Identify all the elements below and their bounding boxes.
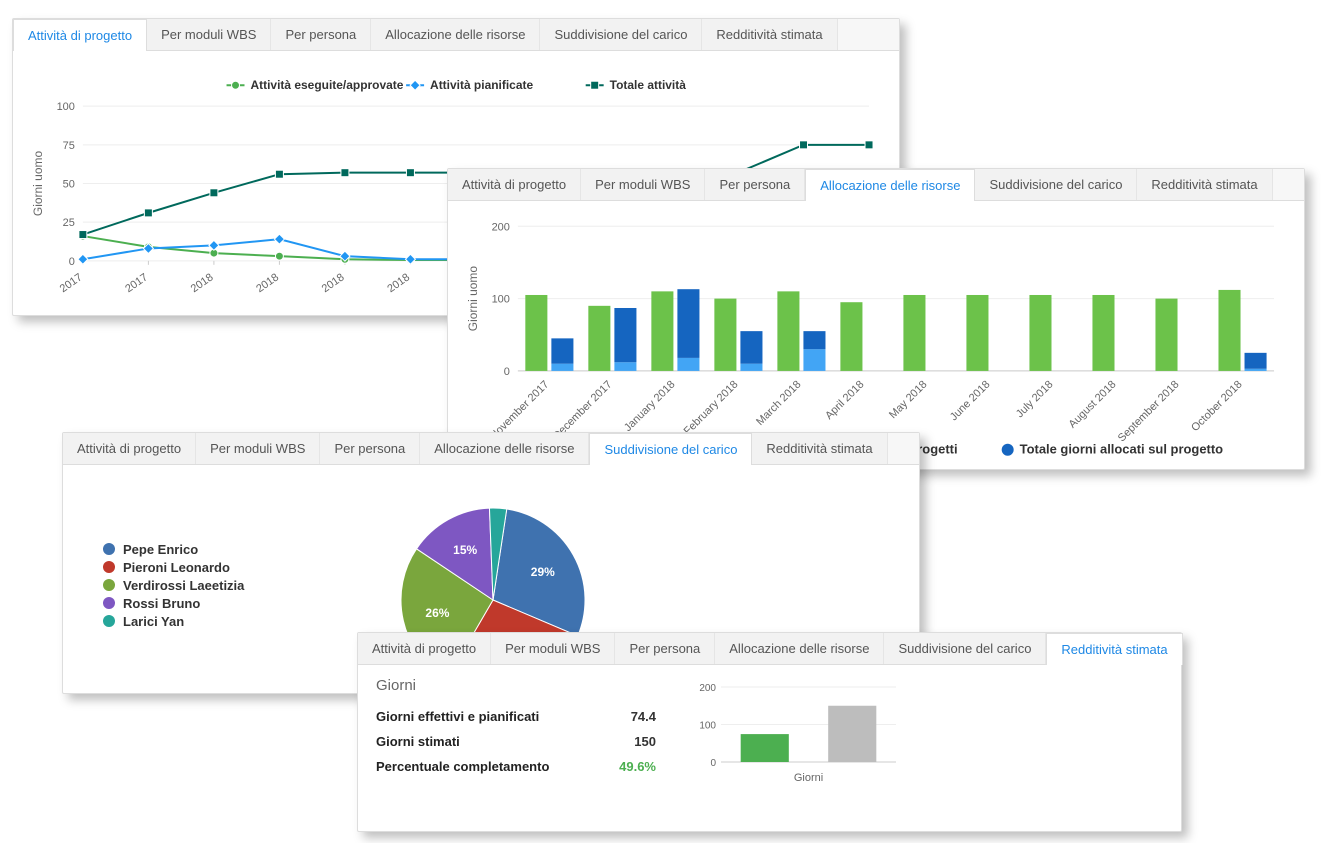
pie-legend-item: Larici Yan	[103, 614, 343, 629]
legend-swatch	[103, 615, 115, 627]
svg-text:Attività pianificate: Attività pianificate	[430, 78, 533, 92]
svg-text:Totale attività: Totale attività	[610, 78, 687, 92]
stat-row: Giorni effettivi e pianificati 74.4	[376, 704, 656, 729]
svg-text:2017: 2017	[58, 271, 85, 295]
svg-text:26%: 26%	[425, 606, 449, 620]
tab-per-moduli-wbs[interactable]: Per moduli WBS	[581, 169, 705, 200]
tab-allocazione-risorse[interactable]: Allocazione delle risorse	[805, 169, 975, 201]
tab-suddivisione-carico[interactable]: Suddivisione del carico	[884, 633, 1046, 664]
legend-swatch	[103, 579, 115, 591]
svg-text:2018: 2018	[189, 271, 216, 295]
svg-text:April 2018: April 2018	[823, 379, 866, 422]
tab-attivita-progetto[interactable]: Attività di progetto	[63, 433, 196, 464]
panel-allocazione-risorse: Attività di progetto Per moduli WBS Per …	[447, 168, 1305, 470]
svg-text:200: 200	[492, 221, 510, 233]
tab-attivita-progetto[interactable]: Attività di progetto	[13, 19, 147, 51]
legend-swatch	[103, 543, 115, 555]
svg-text:75: 75	[63, 140, 75, 152]
svg-text:Attività eseguite/approvate: Attività eseguite/approvate	[250, 78, 403, 92]
svg-text:0: 0	[710, 758, 716, 769]
tabs-panel1: Attività di progetto Per moduli WBS Per …	[13, 19, 899, 51]
svg-text:0: 0	[504, 366, 510, 378]
svg-text:200: 200	[699, 683, 716, 694]
tabs-panel4: Attività di progetto Per moduli WBS Per …	[358, 633, 1181, 665]
svg-text:January 2018: January 2018	[622, 379, 677, 434]
tab-suddivisione-carico[interactable]: Suddivisione del carico	[540, 19, 702, 50]
pie-legend-item: Pieroni Leonardo	[103, 560, 343, 575]
legend-label: Pieroni Leonardo	[123, 560, 230, 575]
tab-allocazione-risorse[interactable]: Allocazione delle risorse	[371, 19, 540, 50]
svg-text:June 2018: June 2018	[948, 379, 993, 424]
tabs-panel3: Attività di progetto Per moduli WBS Per …	[63, 433, 919, 465]
svg-text:May 2018: May 2018	[887, 379, 930, 422]
legend-swatch	[103, 597, 115, 609]
tab-per-persona[interactable]: Per persona	[320, 433, 420, 464]
tab-suddivisione-carico[interactable]: Suddivisione del carico	[975, 169, 1137, 200]
pie-legend: Pepe Enrico Pieroni Leonardo Verdirossi La…	[83, 539, 343, 632]
stats-redditivita: Giorni Giorni effettivi e pianificati 74.…	[358, 665, 1181, 799]
svg-text:29%: 29%	[531, 565, 555, 579]
tab-attivita-progetto[interactable]: Attività di progetto	[448, 169, 581, 200]
svg-text:2018: 2018	[254, 271, 281, 295]
legend-label: Rossi Bruno	[123, 596, 200, 611]
legend-label: Larici Yan	[123, 614, 184, 629]
svg-text:2018: 2018	[385, 271, 412, 295]
svg-text:Giorni uomo: Giorni uomo	[31, 151, 45, 217]
svg-text:2018: 2018	[320, 271, 347, 295]
svg-text:March 2018: March 2018	[754, 379, 803, 428]
tab-per-moduli-wbs[interactable]: Per moduli WBS	[147, 19, 271, 50]
stat-value: 49.6%	[619, 759, 656, 774]
bar-chart: 0100200Giorni uomoNovember 2017December …	[463, 211, 1289, 466]
tab-allocazione-risorse[interactable]: Allocazione delle risorse	[715, 633, 884, 664]
section-title: Giorni	[376, 677, 656, 694]
tab-per-persona[interactable]: Per persona	[705, 169, 805, 200]
stat-value: 150	[634, 734, 656, 749]
svg-text:50: 50	[63, 178, 75, 190]
svg-text:September 2018: September 2018	[1116, 379, 1182, 445]
svg-text:February 2018: February 2018	[682, 379, 741, 438]
svg-text:100: 100	[492, 294, 510, 306]
svg-text:2017: 2017	[123, 271, 150, 295]
pie-legend-item: Verdirossi Laeetizia	[103, 578, 343, 593]
svg-text:25: 25	[63, 217, 75, 229]
svg-text:August 2018: August 2018	[1067, 379, 1119, 431]
svg-text:October 2018: October 2018	[1189, 379, 1244, 434]
tab-per-moduli-wbs[interactable]: Per moduli WBS	[196, 433, 320, 464]
svg-text:Giorni uomo: Giorni uomo	[466, 266, 480, 332]
tab-redditivita-stimata[interactable]: Redditività stimata	[1046, 633, 1182, 665]
stat-label: Percentuale completamento	[376, 759, 549, 774]
svg-text:Totale giorni allocati sul pro: Totale giorni allocati sul progetto	[1020, 442, 1224, 457]
svg-text:15%: 15%	[453, 543, 477, 557]
tab-allocazione-risorse[interactable]: Allocazione delle risorse	[420, 433, 589, 464]
tab-attivita-progetto[interactable]: Attività di progetto	[358, 633, 491, 664]
svg-text:Giorni: Giorni	[794, 772, 823, 784]
svg-text:100: 100	[699, 721, 716, 732]
legend-label: Pepe Enrico	[123, 542, 198, 557]
stat-row: Percentuale completamento 49.6%	[376, 754, 656, 779]
tab-suddivisione-carico[interactable]: Suddivisione del carico	[589, 433, 752, 465]
panel-redditivita-stimata: Attività di progetto Per moduli WBS Per …	[357, 632, 1182, 832]
pie-legend-item: Rossi Bruno	[103, 596, 343, 611]
tab-redditivita-stimata[interactable]: Redditività stimata	[752, 433, 887, 464]
stat-value: 74.4	[631, 709, 656, 724]
tab-redditivita-stimata[interactable]: Redditività stimata	[1137, 169, 1272, 200]
tabs-panel2: Attività di progetto Per moduli WBS Per …	[448, 169, 1304, 201]
stat-label: Giorni effettivi e pianificati	[376, 709, 539, 724]
tab-redditivita-stimata[interactable]: Redditività stimata	[702, 19, 837, 50]
pie-legend-item: Pepe Enrico	[103, 542, 343, 557]
legend-swatch	[103, 561, 115, 573]
stat-label: Giorni stimati	[376, 734, 460, 749]
tab-per-persona[interactable]: Per persona	[615, 633, 715, 664]
svg-text:July 2018: July 2018	[1014, 379, 1056, 421]
legend-label: Verdirossi Laeetizia	[123, 578, 244, 593]
tab-per-moduli-wbs[interactable]: Per moduli WBS	[491, 633, 615, 664]
mini-bar-chart: 0 100 200 Giorni	[686, 677, 906, 787]
svg-text:0: 0	[69, 256, 75, 268]
svg-text:100: 100	[57, 101, 75, 113]
stat-row: Giorni stimati 150	[376, 729, 656, 754]
tab-per-persona[interactable]: Per persona	[271, 19, 371, 50]
